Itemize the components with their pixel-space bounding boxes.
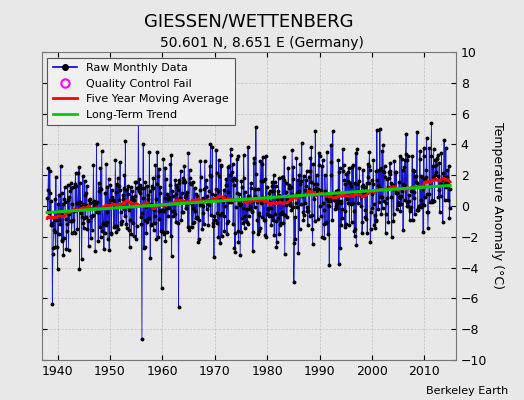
Legend: Raw Monthly Data, Quality Control Fail, Five Year Moving Average, Long-Term Tren: Raw Monthly Data, Quality Control Fail, … <box>48 58 235 125</box>
Text: 50.601 N, 8.651 E (Germany): 50.601 N, 8.651 E (Germany) <box>160 36 364 50</box>
Text: Berkeley Earth: Berkeley Earth <box>426 386 508 396</box>
Y-axis label: Temperature Anomaly (°C): Temperature Anomaly (°C) <box>491 122 504 290</box>
Title: GIESSEN/WETTENBERG: GIESSEN/WETTENBERG <box>144 13 354 31</box>
